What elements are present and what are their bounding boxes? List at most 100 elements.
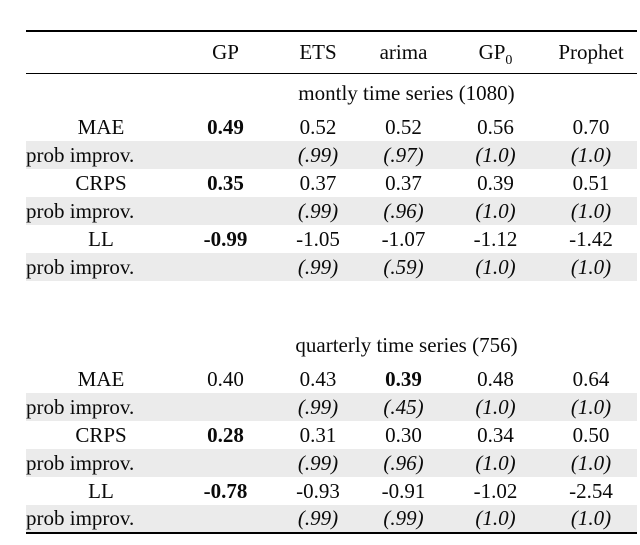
prob-improv-label: prob improv. (26, 254, 135, 279)
prob-value-cell: (.99) (297, 394, 339, 419)
metric-value-cell: 0.35 (207, 170, 244, 195)
metric-row-crps-monthly: CRPS 0.35 0.37 0.37 0.39 0.51 (26, 169, 637, 197)
column-header-gp: GP (176, 31, 275, 73)
metric-value-cell: 0.49 (207, 114, 244, 139)
section-header-spacer (26, 73, 176, 113)
column-header-ets-label: ETS (299, 39, 337, 64)
prob-value-cell: (.99) (297, 142, 339, 167)
metric-value-cell: 0.51 (572, 170, 610, 195)
metric-value-cell: 0.30 (385, 422, 422, 447)
metric-value-cell: 0.50 (572, 422, 610, 447)
prob-improv-label: prob improv. (26, 394, 135, 419)
section-header-spacer (26, 325, 176, 365)
prob-value-cell: (1.0) (475, 142, 516, 167)
prob-value-cell: (1.0) (475, 394, 516, 419)
results-table: GP ETS arima GP0 Prophet montly time ser… (26, 30, 637, 534)
prob-improv-row: prob improv. (.99) (.97) (1.0) (1.0) (26, 141, 637, 169)
metric-value-cell: 0.31 (299, 422, 337, 447)
prob-value-cell: (.96) (383, 450, 424, 475)
metric-value-cell: -1.12 (473, 226, 518, 251)
prob-value-cell: (1.0) (570, 394, 612, 419)
prob-value-cell: (.99) (297, 506, 339, 530)
column-header-prophet-label: Prophet (558, 39, 624, 64)
prob-value-cell: (1.0) (475, 198, 516, 223)
metric-label: LL (88, 478, 114, 503)
prob-value-cell (176, 253, 275, 281)
section-header-monthly: montly time series (1080) (26, 73, 637, 113)
section-gap-spacer (26, 281, 637, 325)
prob-improv-row: prob improv. (.99) (.96) (1.0) (1.0) (26, 449, 637, 477)
prob-improv-row: prob improv. (.99) (.45) (1.0) (1.0) (26, 393, 637, 421)
column-header-ets: ETS (275, 31, 361, 73)
prob-value-cell: (.59) (383, 254, 424, 279)
prob-improv-row: prob improv. (.99) (.99) (1.0) (1.0) (26, 505, 637, 533)
prob-value-cell (176, 197, 275, 225)
prob-value-cell: (1.0) (570, 142, 612, 167)
metric-label: CRPS (75, 170, 127, 195)
metric-value-cell: 0.64 (572, 366, 610, 391)
metric-row-mae-monthly: MAE 0.49 0.52 0.52 0.56 0.70 (26, 113, 637, 141)
prob-value-cell: (1.0) (570, 198, 612, 223)
section-header-quarterly: quarterly time series (756) (26, 325, 637, 365)
prob-value-cell: (.97) (383, 142, 424, 167)
prob-improv-row: prob improv. (.99) (.59) (1.0) (1.0) (26, 253, 637, 281)
prob-improv-label: prob improv. (26, 198, 135, 223)
prob-value-cell: (1.0) (570, 506, 612, 530)
metric-value-cell: -1.02 (473, 478, 518, 503)
prob-value-cell: (.99) (297, 450, 339, 475)
column-header-arima: arima (361, 31, 446, 73)
column-header-gp0: GP0 (446, 31, 545, 73)
metric-label: MAE (77, 114, 125, 139)
metric-value-cell: -0.93 (296, 478, 340, 503)
metric-value-cell: 0.39 (477, 170, 514, 195)
header-empty-cell (26, 31, 176, 73)
metric-value-cell: -0.78 (203, 478, 248, 503)
prob-improv-label: prob improv. (26, 450, 135, 475)
column-header-gp-label: GP (212, 39, 239, 64)
prob-improv-label: prob improv. (26, 506, 135, 530)
metric-value-cell: -0.99 (203, 226, 248, 251)
column-header-gp0-label: GP (478, 39, 506, 64)
metric-value-cell: 0.52 (299, 114, 337, 139)
prob-value-cell: (.96) (383, 198, 424, 223)
metric-value-cell: 0.48 (477, 366, 514, 391)
metric-value-cell: 0.70 (572, 114, 610, 139)
metric-value-cell: 0.40 (207, 366, 244, 391)
prob-value-cell (176, 141, 275, 169)
prob-value-cell: (.99) (383, 506, 424, 530)
metric-label: MAE (77, 366, 125, 391)
column-header-arima-label: arima (379, 39, 428, 64)
metric-value-cell: -0.91 (381, 478, 426, 503)
prob-improv-label: prob improv. (26, 142, 135, 167)
prob-value-cell (176, 393, 275, 421)
metric-row-ll-monthly: LL -0.99 -1.05 -1.07 -1.12 -1.42 (26, 225, 637, 253)
metric-value-cell: 0.28 (207, 422, 244, 447)
prob-value-cell (176, 449, 275, 477)
prob-value-cell: (1.0) (475, 506, 516, 530)
metric-value-cell: -1.05 (296, 226, 340, 251)
prob-value-cell (176, 505, 275, 533)
prob-value-cell: (1.0) (475, 254, 516, 279)
metric-value-cell: -1.42 (569, 226, 613, 251)
metric-label: LL (88, 226, 114, 251)
metric-label: CRPS (75, 422, 127, 447)
metric-value-cell: 0.52 (385, 114, 422, 139)
section-title-quarterly: quarterly time series (756) (295, 332, 518, 357)
metric-value-cell: 0.43 (299, 366, 337, 391)
section-title-monthly: montly time series (1080) (298, 80, 515, 105)
metric-value-cell: -2.54 (569, 478, 613, 503)
prob-value-cell: (.45) (383, 394, 424, 419)
metric-row-ll-quarterly: LL -0.78 -0.93 -0.91 -1.02 -2.54 (26, 477, 637, 505)
metric-value-cell: 0.39 (385, 366, 422, 391)
header-row: GP ETS arima GP0 Prophet (26, 31, 637, 73)
metric-value-cell: 0.34 (477, 422, 514, 447)
prob-value-cell: (.99) (297, 198, 339, 223)
metric-value-cell: -1.07 (381, 226, 426, 251)
metric-row-crps-quarterly: CRPS 0.28 0.31 0.30 0.34 0.50 (26, 421, 637, 449)
column-header-prophet: Prophet (545, 31, 637, 73)
metric-row-mae-quarterly: MAE 0.40 0.43 0.39 0.48 0.64 (26, 365, 637, 393)
prob-value-cell: (.99) (297, 254, 339, 279)
prob-improv-row: prob improv. (.99) (.96) (1.0) (1.0) (26, 197, 637, 225)
prob-value-cell: (1.0) (570, 450, 612, 475)
metric-value-cell: 0.37 (299, 170, 337, 195)
